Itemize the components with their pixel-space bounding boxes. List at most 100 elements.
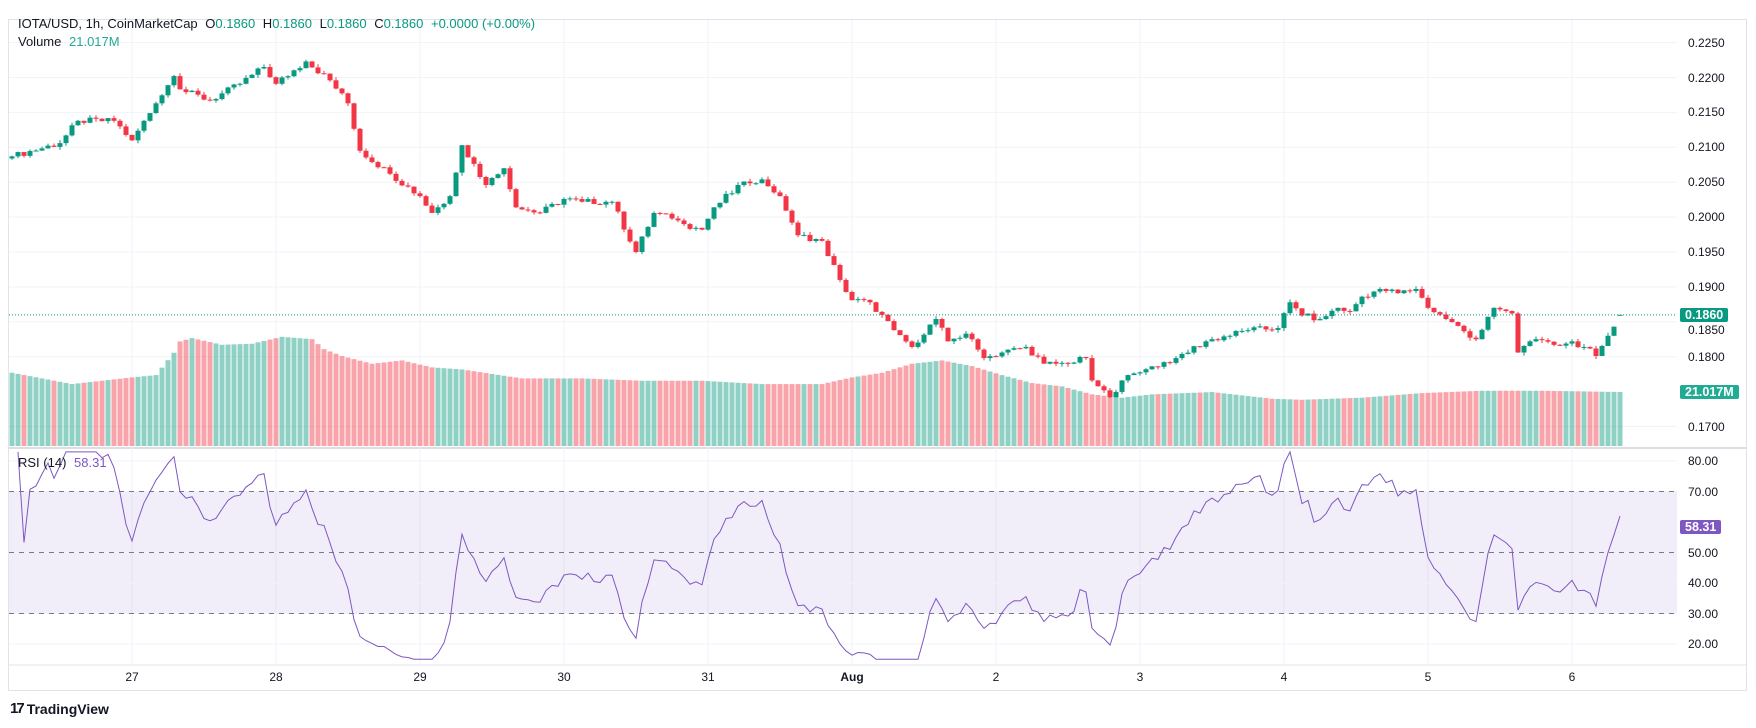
volume-label[interactable]: Volume [18, 34, 62, 49]
candle-body [1539, 339, 1545, 341]
volume-bar [951, 362, 957, 446]
candle-body [1047, 361, 1053, 364]
candle-body [1347, 310, 1353, 312]
tradingview-footer[interactable]: 17 TradingView [10, 700, 109, 717]
candle-body [591, 199, 597, 204]
candle-body [1035, 355, 1041, 357]
candle-body [1293, 302, 1299, 309]
volume-bar [1113, 397, 1119, 446]
candle-body [393, 173, 399, 181]
volume-bar [291, 337, 297, 446]
candle-body [177, 76, 183, 90]
volume-bar [399, 360, 405, 446]
candle-body [951, 338, 957, 342]
candle-body [459, 145, 465, 173]
volume-bar [1569, 391, 1575, 446]
time-axis-label: 31 [701, 670, 715, 684]
candle-body [1521, 345, 1527, 353]
volume-bar [603, 379, 609, 446]
volume-bar [1527, 390, 1533, 446]
candle-body [531, 210, 537, 213]
chart-frame [8, 19, 1747, 691]
volume-bar [1245, 396, 1251, 446]
volume-bar [375, 363, 381, 446]
candle-body [45, 145, 51, 149]
candle-body [1131, 373, 1137, 376]
candle-body [1599, 345, 1605, 357]
volume-bar [1239, 395, 1245, 446]
candle-body [369, 157, 375, 163]
volume-bar [801, 384, 807, 446]
candle-body [573, 198, 579, 200]
candle-body [723, 193, 729, 203]
volume-bar [1035, 383, 1041, 446]
price-axis-label: 0.1900 [1688, 279, 1725, 294]
candle-body [1197, 346, 1203, 348]
candle-body [1173, 358, 1179, 363]
candle-body [471, 157, 477, 164]
candle-body [273, 77, 279, 84]
volume-bar [45, 379, 51, 446]
rsi-label[interactable]: RSI (14) [18, 455, 67, 470]
volume-bar [1581, 391, 1587, 446]
candle-body [1515, 313, 1521, 353]
volume-bar [1197, 392, 1203, 446]
volume-bar [1437, 392, 1443, 446]
candle-body [1353, 304, 1359, 312]
candle-body [333, 80, 339, 89]
candle-body [1149, 366, 1155, 370]
candle-body [741, 181, 747, 186]
candle-body [555, 203, 561, 205]
candle-body [717, 202, 723, 208]
time-axis-label: Aug [840, 670, 864, 684]
candle-body [783, 196, 789, 211]
price-axis-label: 0.2000 [1688, 210, 1725, 225]
candle-body [1437, 312, 1443, 315]
volume-bar [1155, 394, 1161, 446]
candle-body [1509, 311, 1515, 314]
candle-body [1605, 335, 1611, 346]
candle-body [975, 339, 981, 350]
volume-bar [297, 338, 303, 446]
candle-body [813, 239, 819, 242]
volume-bar [477, 372, 483, 446]
candle-body [1299, 308, 1305, 316]
candle-body [957, 337, 963, 339]
candle-body [1479, 329, 1485, 340]
candle-body [1443, 314, 1449, 320]
volume-bar [33, 377, 39, 446]
candle-body [897, 330, 903, 336]
candle-body [1281, 313, 1287, 329]
candle-body [321, 73, 327, 75]
volume-bar [75, 383, 81, 446]
candle-body [1419, 288, 1425, 298]
candle-body [1263, 326, 1269, 330]
volume-bar [1269, 398, 1275, 446]
candle-body [1125, 375, 1131, 381]
candle-body [375, 162, 381, 168]
volume-bar [1293, 399, 1299, 446]
volume-bar [351, 359, 357, 446]
volume-bar [807, 384, 813, 446]
volume-bar [1479, 390, 1485, 446]
volume-bar [1161, 393, 1167, 446]
candle-body [363, 150, 369, 158]
candle-body [171, 76, 177, 86]
symbol-label[interactable]: IOTA/USD, 1h, CoinMarketCap [18, 16, 198, 31]
volume-bar [1575, 391, 1581, 446]
volume-bar [387, 361, 393, 446]
volume-bar [39, 378, 45, 446]
volume-bar [1065, 387, 1071, 446]
candle-body [825, 240, 831, 257]
candle-body [795, 222, 801, 236]
volume-bar [741, 383, 747, 446]
volume-bar [51, 380, 57, 446]
candle-body [807, 234, 813, 242]
candle-body [693, 227, 699, 229]
candle-body [195, 90, 201, 95]
c-label: C [374, 16, 384, 31]
volume-bar [999, 375, 1005, 446]
candle-body [201, 94, 207, 100]
volume-bar [1149, 394, 1155, 446]
